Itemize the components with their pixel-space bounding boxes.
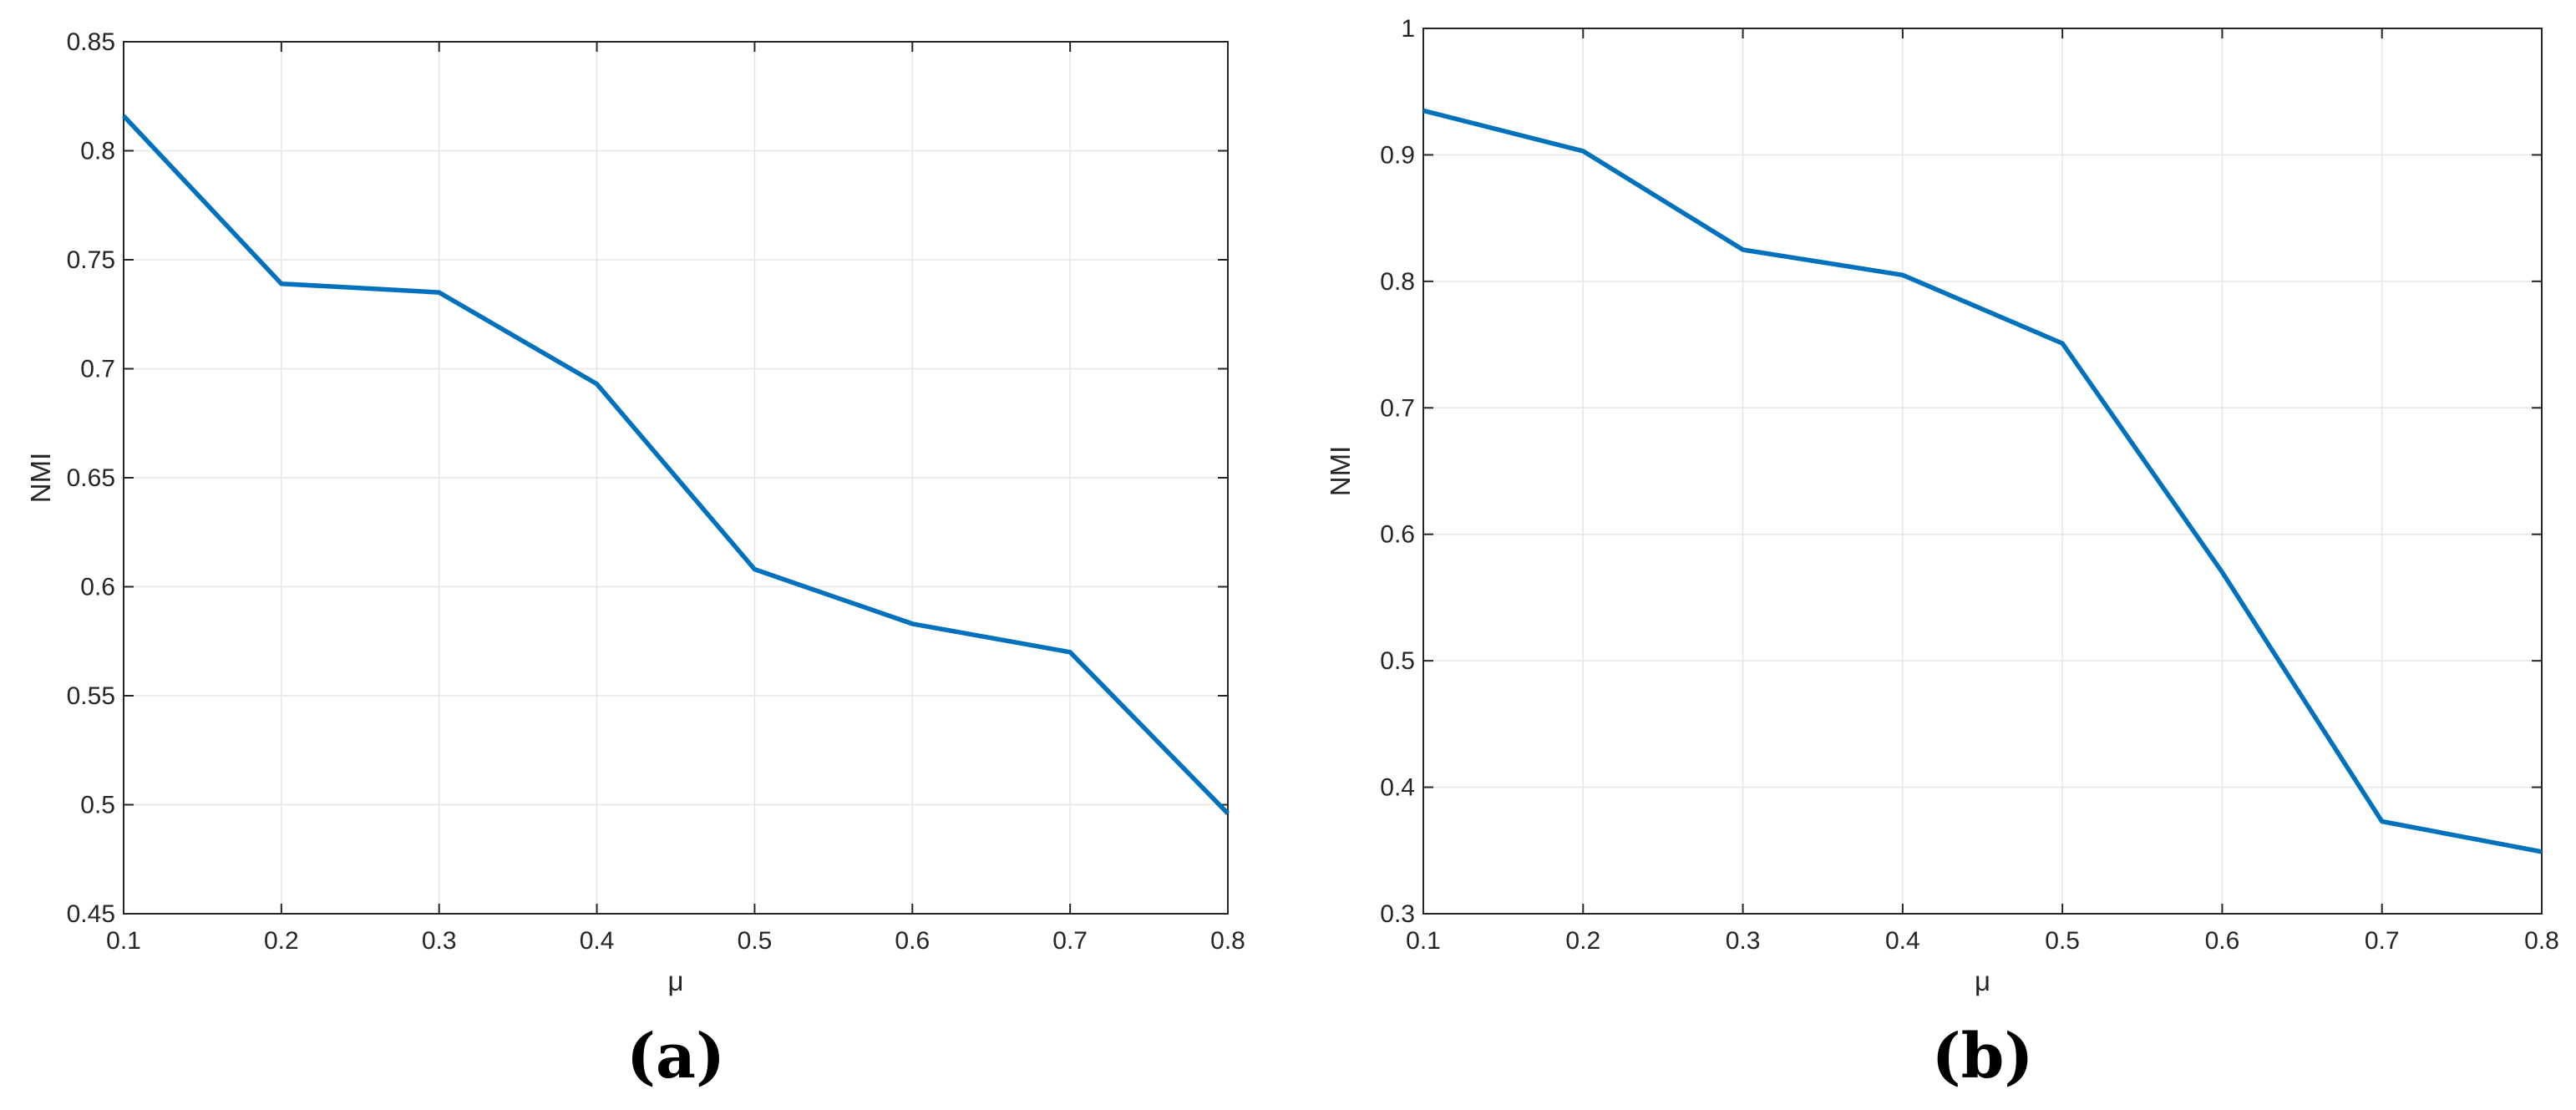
chart-a: 0.1 0.2 0.3 0.4 0.5 0.6 0.7 0.8 0.45 0.5 0.55 0.6 0.… (25, 28, 1245, 1092)
chart-b-y-axis-label: NMI (1325, 446, 1356, 497)
chart-b-y-tick-label: 0.4 (1380, 774, 1415, 802)
chart-a-series-line (121, 114, 1230, 815)
chart-a-y-tick-label: 0.5 (80, 792, 115, 819)
chart-b-series-line (1422, 108, 2543, 854)
chart-b-x-tick-label: 0.2 (1565, 927, 1600, 955)
chart-a-x-tick-label: 0.1 (106, 927, 141, 955)
chart-b-x-tick-label: 0.6 (2205, 927, 2240, 955)
chart-a-grid (124, 42, 1228, 914)
chart-a-panel-label: (a) (626, 1021, 725, 1092)
chart-b-x-tick-label: 0.3 (1726, 927, 1761, 955)
chart-b-x-tick-label: 0.7 (2365, 927, 2400, 955)
chart-a-x-tick-label: 0.4 (580, 927, 615, 955)
chart-b-x-axis-label: μ (1975, 966, 1990, 996)
chart-b-x-tick-label: 0.5 (2045, 927, 2080, 955)
chart-b-y-tick-label: 0.9 (1380, 141, 1415, 169)
chart-a-y-tick-label: 0.6 (80, 574, 115, 601)
chart-a-x-tick-label: 0.5 (738, 927, 773, 955)
chart-a-y-tick-label: 0.8 (80, 138, 115, 165)
chart-a-y-tick-label: 0.45 (67, 900, 115, 928)
chart-a-y-tick-label: 0.7 (80, 356, 115, 383)
chart-a-x-tick-label: 0.8 (1210, 927, 1245, 955)
chart-b-x-tick-label: 0.4 (1885, 927, 1920, 955)
chart-a-x-tick-label: 0.3 (422, 927, 457, 955)
chart-b-y-tick-label: 0.3 (1380, 900, 1415, 928)
chart-b-axes-box (1422, 28, 2543, 915)
chart-a-x-tick-label: 0.6 (895, 927, 930, 955)
chart-b-panel-label: (b) (1932, 1021, 2034, 1092)
chart-b-y-tick-label: 0.6 (1380, 521, 1415, 549)
chart-a-x-tick-label: 0.7 (1052, 927, 1088, 955)
chart-b-grid (1423, 28, 2542, 914)
chart-a-y-axis-label: NMI (25, 453, 56, 504)
chart-a-x-axis-label: μ (667, 966, 683, 996)
chart-b-y-tick-label: 0.7 (1380, 394, 1415, 422)
chart-a-y-tick-label: 0.65 (67, 464, 115, 492)
chart-b: 0.1 0.2 0.3 0.4 0.5 0.6 0.7 0.8 0.3 0.4 0.5 0.6 0.7 0… (1325, 15, 2559, 1092)
chart-a-y-tick-label: 0.85 (67, 28, 115, 56)
chart-a-y-tick-label: 0.75 (67, 246, 115, 274)
chart-b-y-tick-label: 1 (1401, 15, 1415, 43)
chart-a-y-tick-label: 0.55 (67, 682, 115, 710)
chart-a-x-tick-label: 0.2 (264, 927, 299, 955)
chart-b-y-tick-label: 0.8 (1380, 268, 1415, 296)
chart-b-y-tick-label: 0.5 (1380, 647, 1415, 675)
chart-b-x-tick-label: 0.8 (2524, 927, 2559, 955)
chart-b-x-tick-label: 0.1 (1406, 927, 1441, 955)
